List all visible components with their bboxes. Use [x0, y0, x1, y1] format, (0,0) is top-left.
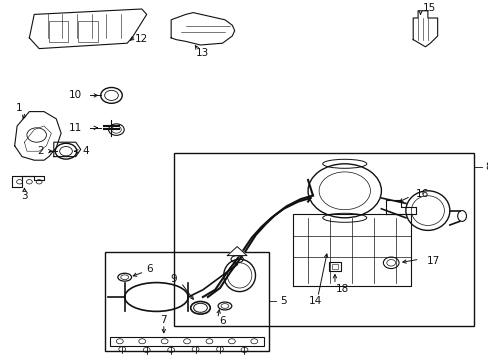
Polygon shape [15, 112, 61, 160]
Text: 14: 14 [308, 296, 322, 306]
Polygon shape [29, 9, 146, 49]
Text: 13: 13 [196, 48, 209, 58]
Polygon shape [54, 142, 81, 157]
Text: 11: 11 [69, 123, 82, 133]
Text: 4: 4 [82, 146, 89, 156]
Polygon shape [227, 247, 246, 256]
Bar [49, 21, 68, 42]
Text: 2: 2 [37, 146, 43, 156]
Bar [331, 264, 338, 269]
Polygon shape [12, 176, 44, 187]
Text: 5: 5 [279, 296, 286, 306]
Text: 6: 6 [145, 264, 152, 274]
Text: 7: 7 [160, 315, 167, 325]
Text: 9: 9 [170, 274, 177, 284]
Text: 6: 6 [219, 316, 225, 327]
Text: 16: 16 [415, 189, 428, 199]
Text: 17: 17 [426, 256, 439, 266]
Bar [110, 337, 264, 346]
Bar [78, 21, 98, 42]
Text: 15: 15 [422, 3, 435, 13]
Bar [173, 153, 473, 326]
Polygon shape [293, 214, 410, 286]
Text: 8: 8 [484, 162, 488, 172]
Polygon shape [412, 11, 437, 47]
Text: 10: 10 [69, 90, 82, 100]
Text: 18: 18 [335, 284, 348, 294]
Text: 3: 3 [21, 191, 28, 201]
Text: 1: 1 [16, 103, 23, 113]
Text: 12: 12 [135, 33, 148, 44]
Polygon shape [171, 13, 234, 45]
Bar [328, 262, 340, 271]
Bar [105, 252, 268, 351]
Polygon shape [386, 200, 415, 214]
